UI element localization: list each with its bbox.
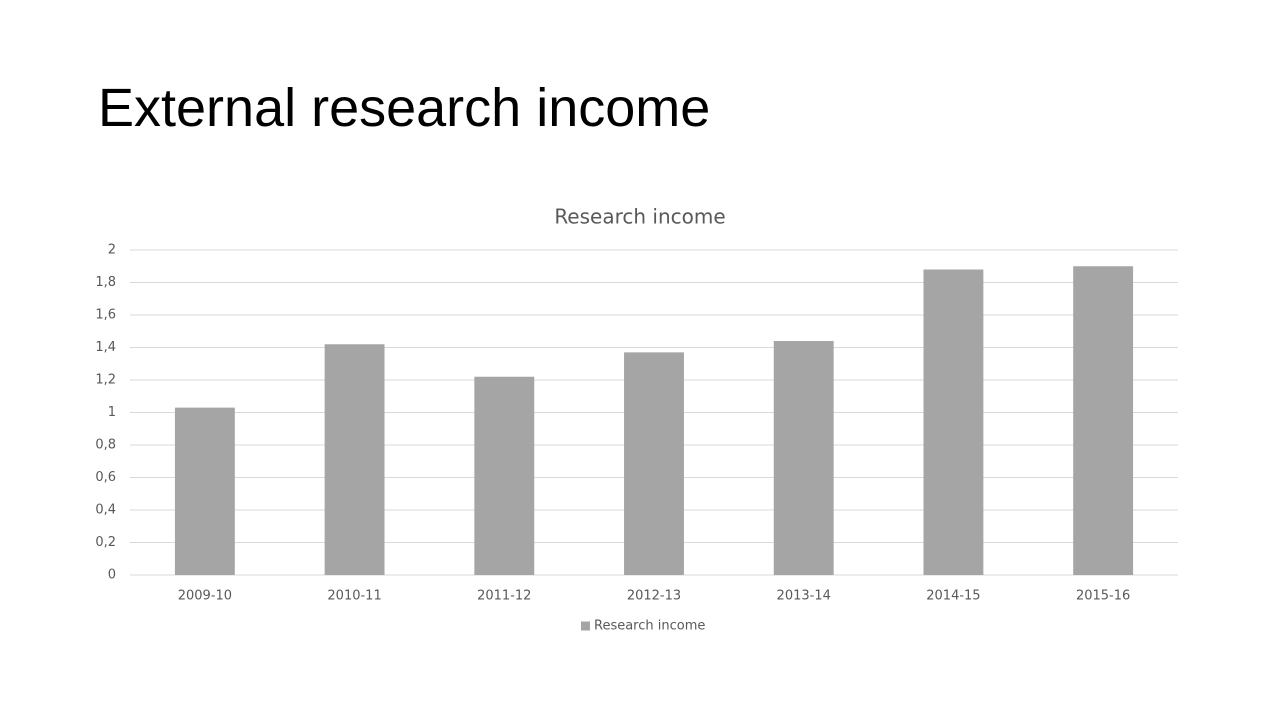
x-tick-label: 2010-11 [327, 589, 381, 604]
x-tick-label: 2014-15 [926, 589, 980, 604]
bar [174, 407, 235, 575]
y-tick-label: 1,4 [95, 340, 116, 355]
bar [773, 341, 834, 575]
bar [1073, 266, 1134, 575]
x-tick-label: 2009-10 [178, 589, 232, 604]
y-tick-label: 2 [108, 243, 116, 258]
chart-title: Research income [554, 205, 725, 229]
y-tick-label: 1 [108, 405, 116, 420]
slide-title: External research income [98, 78, 710, 138]
x-tick-label: 2015-16 [1076, 589, 1130, 604]
bar [624, 352, 684, 575]
y-tick-label: 1,6 [95, 308, 116, 323]
x-tick-label: 2013-14 [777, 589, 831, 604]
y-tick-label: 0 [108, 568, 116, 583]
bar [324, 344, 385, 575]
x-tick-label: 2011-12 [477, 589, 531, 604]
x-tick-label: 2012-13 [627, 589, 681, 604]
bar [474, 376, 535, 575]
legend-swatch [581, 621, 590, 631]
y-tick-label: 0,6 [95, 470, 116, 485]
bar [923, 269, 984, 575]
y-tick-label: 0,8 [95, 438, 116, 453]
y-tick-label: 1,8 [95, 275, 116, 290]
y-tick-label: 0,4 [95, 503, 116, 518]
y-tick-label: 1,2 [95, 373, 116, 388]
y-tick-label: 0,2 [95, 535, 116, 550]
legend-label: Research income [594, 619, 705, 634]
